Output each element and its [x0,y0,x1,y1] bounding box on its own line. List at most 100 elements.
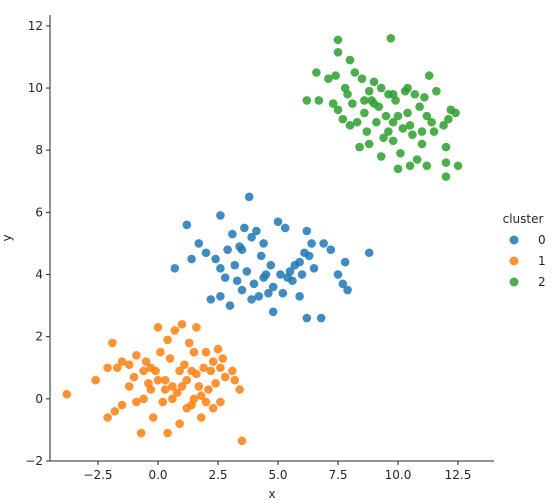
data-point [372,117,381,127]
data-point [441,158,451,167]
data-point [136,428,146,438]
data-point [199,363,208,373]
data-point [381,111,391,121]
data-point [350,68,360,77]
data-point [259,239,268,248]
data-point [307,239,316,248]
legend-marker [509,256,519,266]
data-point [218,354,228,363]
data-point [220,372,230,382]
data-point [189,347,199,357]
data-point [362,127,372,136]
data-point [408,130,417,139]
data-point [386,34,396,43]
data-point [273,217,283,226]
data-point [144,379,153,388]
data-point [204,385,213,394]
data-point [175,366,184,376]
data-point [247,295,256,304]
data-point [103,413,112,422]
data-point [309,264,319,273]
data-point [264,288,273,298]
data-point [208,357,218,366]
data-point [302,226,312,236]
data-point [237,436,247,446]
data-point [396,149,405,158]
data-point [216,363,225,373]
data-point [439,121,448,130]
legend-marker [509,235,519,245]
data-point [393,111,403,121]
data-point [412,155,422,164]
x-ticks: −2.5 0.0 2.5 5.0 7.5 10.0 12.5 [83,461,471,482]
data-point [451,108,460,118]
data-point [117,357,127,366]
x-tick-label: −2.5 [83,468,112,482]
data-point [266,260,276,270]
data-point [163,335,172,345]
data-point [175,419,184,429]
data-point [369,99,379,108]
data-point [194,239,204,248]
data-point [345,55,355,65]
data-point [132,397,141,407]
data-point [182,403,192,413]
data-point [388,89,398,99]
data-point [422,111,432,121]
data-point [432,86,441,96]
data-point [278,288,288,298]
data-point [343,89,352,99]
data-point [201,347,211,357]
data-point [153,375,163,385]
data-point [220,273,230,282]
data-point [333,105,343,115]
data-point [379,133,388,143]
data-point [168,382,177,391]
data-point [415,102,424,111]
data-point [403,83,412,93]
data-point [237,245,247,254]
data-point [192,323,201,332]
data-point [295,257,304,267]
data-point [148,413,158,422]
data-point [424,71,434,80]
legend-label: 0 [538,233,546,247]
data-point [297,270,307,279]
data-point [225,301,235,310]
data-point [254,291,264,301]
data-point [153,323,163,332]
data-point [384,127,393,136]
data-point [369,77,379,87]
data-point [180,360,189,369]
data-point [139,366,148,376]
data-point [441,172,451,181]
data-point [156,347,165,357]
data-point [333,270,343,279]
data-point [420,93,429,102]
data-point [206,295,216,304]
data-point [216,291,225,301]
data-point [427,117,436,127]
data-point [108,338,117,348]
data-point [240,223,249,233]
x-tick-label: 2.5 [208,468,227,482]
data-point [211,254,220,264]
data-point [151,366,160,376]
legend-item-1: 1 [509,254,546,268]
y-axis-label: y [0,234,14,241]
data-point [182,220,192,230]
data-point [302,313,312,323]
data-point [247,232,256,242]
series-0 [170,192,374,323]
legend-label: 2 [538,275,546,289]
x-tick-label: 12.5 [445,468,472,482]
data-point [103,363,112,373]
data-point [129,372,139,382]
data-point [208,403,218,413]
legend: cluster 0 1 2 [503,212,546,289]
data-point [314,96,324,105]
data-point [235,385,244,394]
data-point [91,375,100,385]
data-point [252,226,261,236]
